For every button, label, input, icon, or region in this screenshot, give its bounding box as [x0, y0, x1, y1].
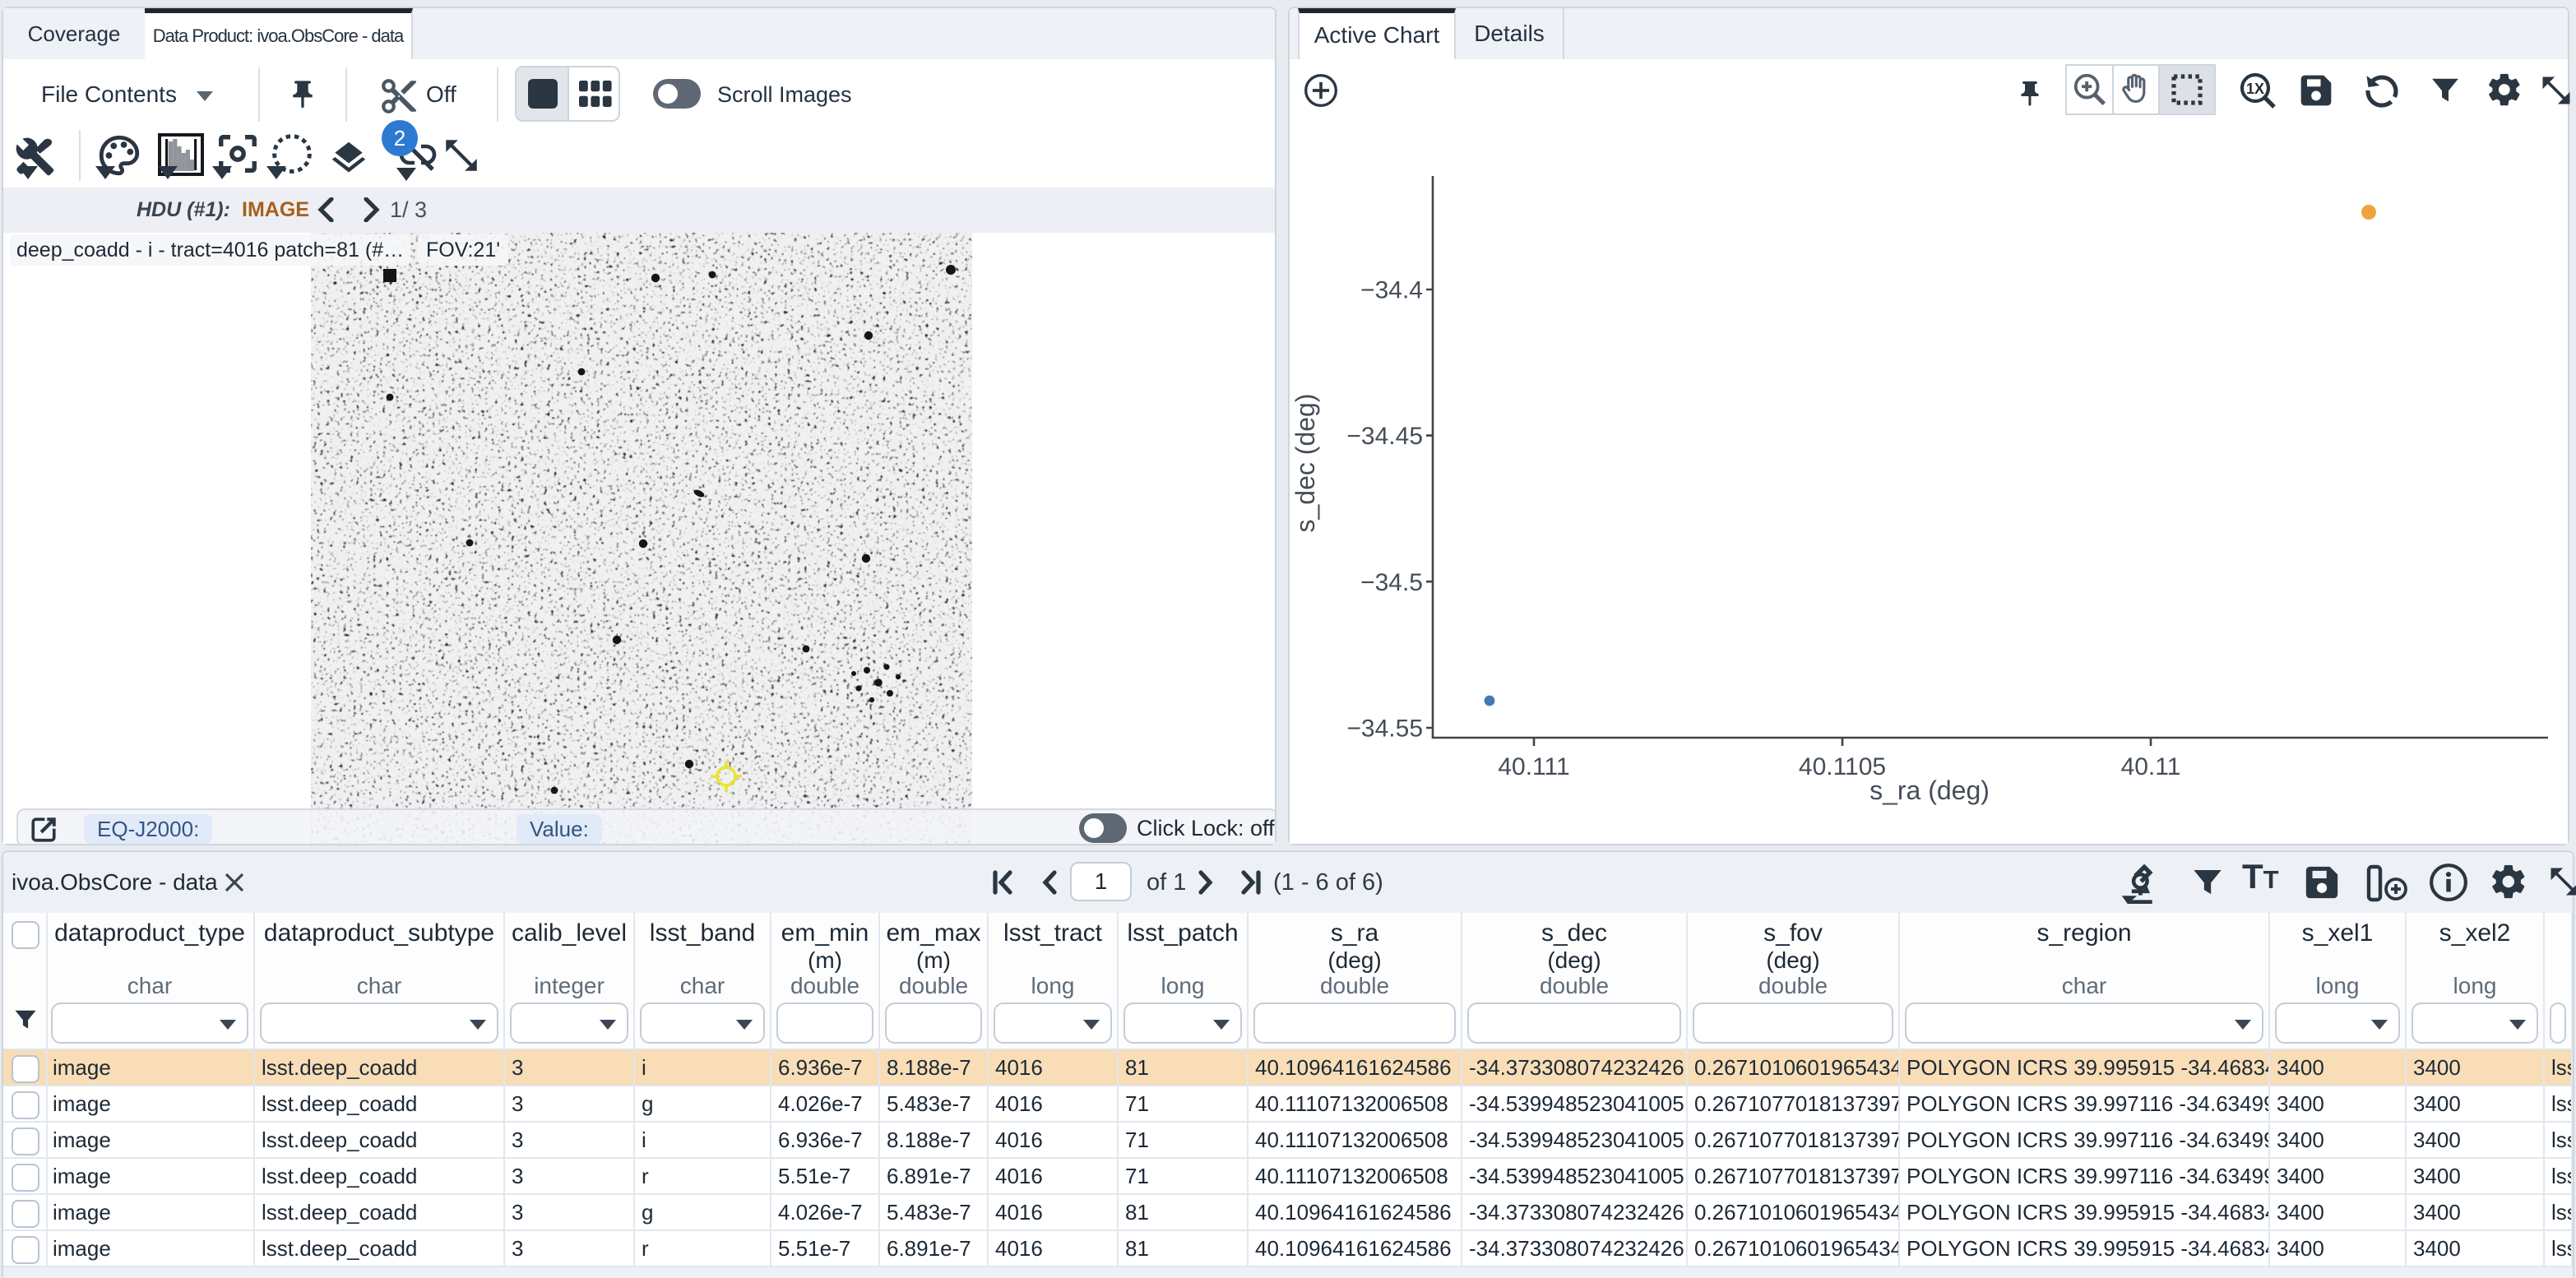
svg-text:s_ra (deg): s_ra (deg) [1869, 776, 1990, 805]
svg-text:−34.55: −34.55 [1346, 715, 1423, 743]
svg-text:40.1105: 40.1105 [1799, 753, 1886, 780]
svg-text:−34.4: −34.4 [1360, 277, 1423, 304]
svg-text:1X: 1X [2246, 81, 2264, 97]
svg-text:40.11: 40.11 [2121, 753, 2181, 780]
svg-text:−34.45: −34.45 [1346, 423, 1423, 450]
svg-text:s_dec (deg): s_dec (deg) [1290, 394, 1320, 533]
svg-text:−34.5: −34.5 [1360, 569, 1423, 596]
svg-text:40.111: 40.111 [1498, 753, 1569, 780]
